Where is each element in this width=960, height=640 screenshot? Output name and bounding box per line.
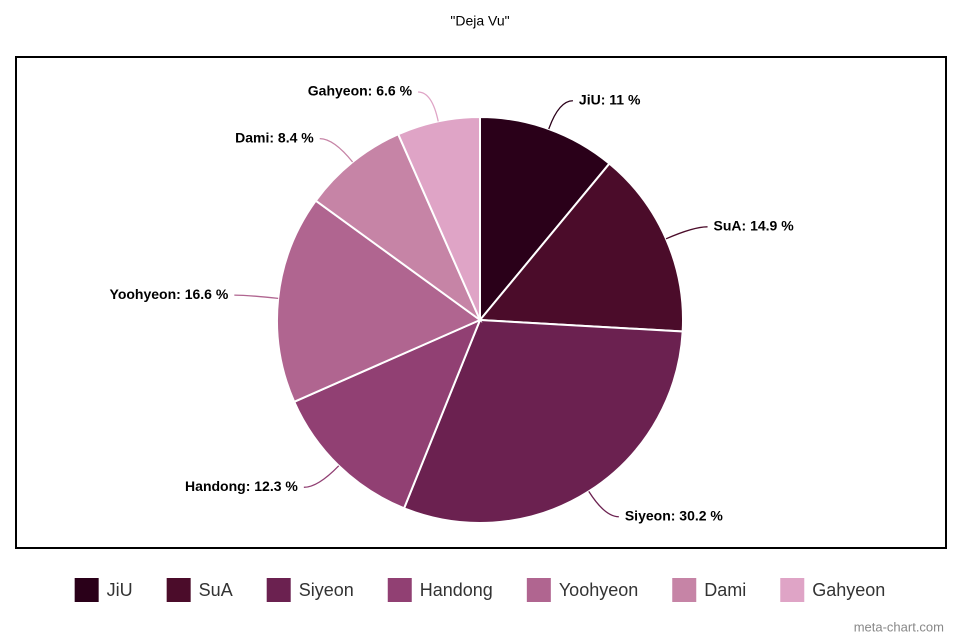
- data-label: SuA: 14.9 %: [714, 217, 795, 233]
- legend-swatch: [780, 578, 805, 602]
- pie-slice: [479, 115, 611, 323]
- leader-line: [234, 294, 279, 300]
- legend-swatch: [74, 578, 99, 602]
- leader-line: [548, 100, 573, 130]
- legend-swatch: [526, 578, 551, 602]
- legend-label: Dami: [704, 580, 746, 600]
- legend-swatch: [387, 578, 412, 602]
- data-label: Yoohyeon: 16.6 %: [110, 286, 229, 302]
- watermark: meta-chart.com: [854, 619, 944, 634]
- legend-label: Siyeon: [299, 580, 354, 600]
- leader-line: [588, 491, 619, 518]
- legend-swatch: [166, 578, 191, 602]
- leader-line: [303, 465, 340, 488]
- data-label: Gahyeon: 6.6 %: [308, 83, 413, 99]
- data-label: Siyeon: 30.2 %: [625, 507, 724, 523]
- legend-swatch: [672, 578, 697, 602]
- pie-slice: [477, 162, 684, 333]
- legend-label: SuA: [199, 580, 233, 600]
- legend-label: JiU: [107, 580, 133, 600]
- chart-title: "Deja Vu": [450, 13, 509, 29]
- pie-slice: [292, 318, 482, 510]
- pie-slice: [314, 132, 483, 323]
- plot-frame: [15, 56, 947, 549]
- pie-slice: [276, 199, 482, 404]
- data-label: JiU: 11 %: [579, 91, 641, 107]
- data-label: Handong: 12.3 %: [185, 478, 298, 494]
- leader-line: [319, 137, 354, 163]
- legend-label: Yoohyeon: [559, 580, 638, 600]
- legend-label: Handong: [420, 580, 493, 600]
- legend-swatch: [266, 578, 291, 602]
- legend-label: Gahyeon: [812, 580, 885, 600]
- leader-line: [417, 91, 439, 122]
- pie-slice: [402, 318, 684, 524]
- leader-line: [665, 226, 708, 240]
- data-label: Dami: 8.4 %: [235, 129, 314, 145]
